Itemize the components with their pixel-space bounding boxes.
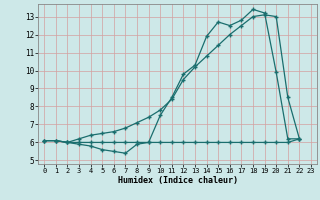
- X-axis label: Humidex (Indice chaleur): Humidex (Indice chaleur): [118, 176, 238, 185]
